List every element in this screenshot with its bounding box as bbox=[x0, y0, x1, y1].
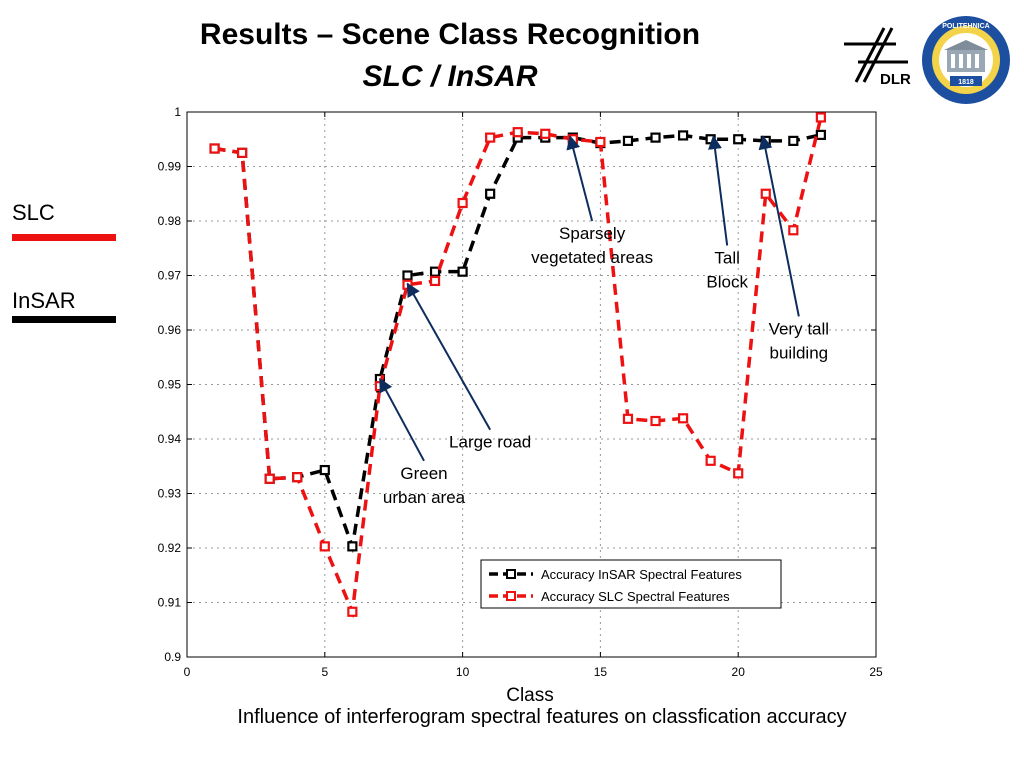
data-point bbox=[319, 541, 330, 552]
politehnica-seal: 1818 POLITEHNICA bbox=[922, 16, 1010, 104]
data-point bbox=[540, 128, 551, 139]
data-point bbox=[209, 143, 220, 154]
x-tick-label: 0 bbox=[184, 665, 191, 679]
x-axis-label: Class bbox=[506, 685, 554, 706]
data-point bbox=[237, 147, 248, 158]
side-legend-slc-line bbox=[12, 234, 116, 241]
y-tick-label: 0.96 bbox=[158, 323, 182, 337]
y-tick-label: 0.91 bbox=[158, 596, 182, 610]
data-point bbox=[512, 127, 523, 138]
data-point bbox=[650, 415, 661, 427]
data-point bbox=[485, 188, 496, 199]
y-tick-label: 0.95 bbox=[158, 378, 182, 392]
y-tick-label: 0.92 bbox=[158, 541, 182, 555]
data-point bbox=[788, 135, 799, 146]
annotation-text: Sparsely bbox=[559, 224, 626, 243]
data-point bbox=[788, 225, 799, 236]
x-tick-label: 25 bbox=[869, 665, 883, 679]
side-legend-insar-line bbox=[12, 316, 116, 323]
data-point bbox=[292, 472, 303, 483]
data-point bbox=[622, 413, 634, 424]
slide-title: Results – Scene Class Recognition bbox=[199, 18, 701, 51]
annotation-text: building bbox=[770, 343, 829, 362]
annotation-text: Green bbox=[400, 464, 447, 483]
data-point bbox=[457, 266, 468, 277]
legend-marker bbox=[506, 591, 516, 601]
dlr-logo-text: DLR bbox=[880, 71, 911, 88]
slide-caption: Influence of interferogram spectral feat… bbox=[237, 706, 847, 728]
annotation-text: Large road bbox=[449, 433, 531, 452]
x-tick-label: 20 bbox=[732, 665, 746, 679]
data-point bbox=[264, 473, 275, 484]
data-point bbox=[677, 130, 689, 141]
data-point bbox=[733, 134, 744, 145]
chart-legend: Accuracy InSAR Spectral Features Accuracy… bbox=[480, 559, 782, 609]
x-tick-label: 5 bbox=[321, 665, 328, 679]
annotations: Sparsely vegetated areas Tall Block Very tal… bbox=[379, 135, 829, 507]
annotation-text: vegetated areas bbox=[531, 248, 653, 267]
x-tick-label: 15 bbox=[594, 665, 608, 679]
data-point bbox=[485, 132, 496, 143]
side-legend-slc-label: SLC bbox=[12, 200, 55, 225]
y-tick-label: 0.94 bbox=[158, 432, 182, 446]
annotation-arrow bbox=[566, 135, 594, 222]
annotation-text: Tall bbox=[714, 249, 740, 268]
data-point bbox=[733, 468, 744, 479]
politehnica-year: 1818 bbox=[958, 79, 974, 86]
data-point bbox=[347, 541, 358, 552]
data-point bbox=[815, 129, 826, 140]
legend-label: Accuracy InSAR Spectral Features bbox=[541, 567, 742, 582]
data-point bbox=[705, 455, 716, 466]
y-tick-label: 0.93 bbox=[158, 487, 182, 501]
legend-marker bbox=[506, 569, 516, 579]
annotation-arrow bbox=[708, 135, 729, 246]
annotation-text: urban area bbox=[383, 488, 466, 507]
y-tick-label: 1 bbox=[174, 105, 181, 119]
x-tick-label: 10 bbox=[456, 665, 470, 679]
data-point bbox=[429, 275, 441, 287]
data-point bbox=[429, 266, 441, 277]
data-point bbox=[622, 135, 634, 146]
series bbox=[209, 112, 826, 619]
data-point bbox=[347, 606, 358, 617]
data-point bbox=[760, 188, 771, 199]
data-point bbox=[319, 464, 330, 476]
axis-ticks: 0 5 10 15 20 25 0.9 0.91 0.92 0.93 0.94 0.95 0.96 0.9… bbox=[158, 105, 883, 679]
legend-box bbox=[480, 559, 782, 609]
annotation-arrow bbox=[406, 282, 492, 431]
side-legend-insar-label: InSAR bbox=[12, 288, 76, 313]
data-point bbox=[677, 413, 689, 424]
legend-label: Accuracy SLC Spectral Features bbox=[541, 589, 730, 604]
data-point bbox=[402, 270, 413, 281]
annotation-arrow bbox=[379, 377, 425, 462]
y-tick-label: 0.98 bbox=[158, 214, 182, 228]
dlr-logo: DLR bbox=[844, 27, 911, 88]
annotation-text: Block bbox=[706, 273, 748, 292]
annotation-arrow bbox=[758, 135, 800, 317]
annotation-text: Very tall bbox=[769, 319, 829, 338]
data-point bbox=[457, 197, 468, 209]
series-1 bbox=[209, 112, 826, 619]
data-point bbox=[815, 112, 826, 123]
slide-subtitle: SLC / InSAR bbox=[362, 60, 538, 93]
y-tick-label: 0.99 bbox=[158, 160, 182, 174]
y-tick-label: 0.97 bbox=[158, 269, 182, 283]
y-tick-label: 0.9 bbox=[164, 650, 181, 664]
data-point bbox=[595, 136, 606, 148]
politehnica-name: POLITEHNICA bbox=[942, 23, 989, 30]
data-point bbox=[650, 132, 661, 143]
